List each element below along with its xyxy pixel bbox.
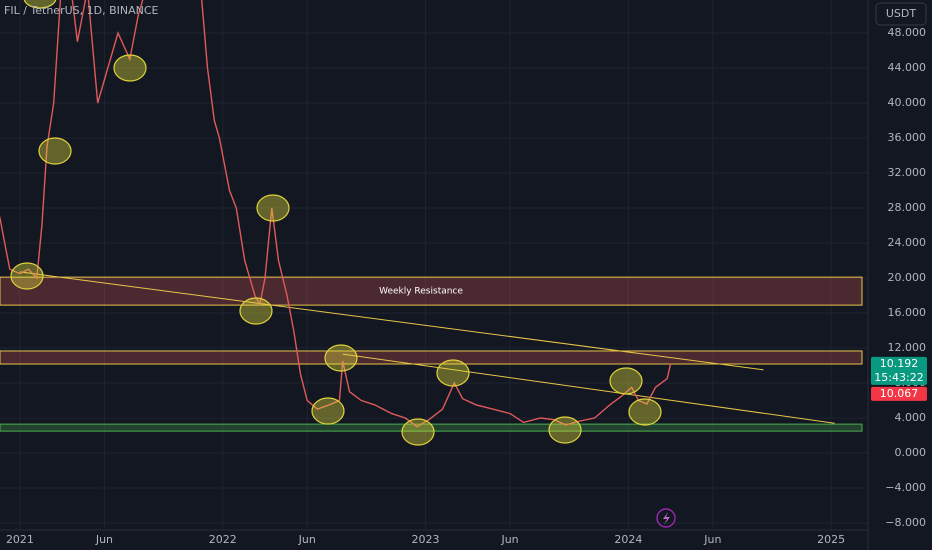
currency-button[interactable]	[875, 2, 927, 26]
y-tick-label: 24.000	[888, 236, 927, 249]
x-tick-label: Jun	[298, 533, 316, 546]
event-icon[interactable]	[656, 508, 676, 528]
x-tick-label: 2023	[412, 533, 440, 546]
annotations	[10, 0, 662, 446]
y-tick-label: 0.000	[895, 446, 927, 459]
marker	[38, 137, 72, 165]
currency[interactable]: USDT	[886, 7, 917, 20]
chart-title: FIL / TetherUS, 1D, BINANCE	[4, 4, 159, 17]
x-tick-label: Jun	[95, 533, 113, 546]
event-icon-bolt	[663, 512, 670, 525]
trendline	[342, 353, 835, 424]
x-tick-label: 2025	[817, 533, 845, 546]
marker	[311, 397, 345, 425]
y-tick-label: 48.000	[888, 26, 927, 39]
marker	[436, 359, 470, 387]
marker	[548, 416, 582, 444]
marker	[324, 344, 358, 372]
marker	[628, 398, 662, 426]
marker	[113, 54, 147, 82]
zones: Weekly Resistance	[0, 271, 863, 432]
price-label-box	[871, 356, 927, 385]
marker	[10, 262, 44, 290]
y-tick-label: 28.000	[888, 201, 927, 214]
x-tick-label: 2022	[209, 533, 237, 546]
marker	[239, 297, 273, 325]
countdown: 15:43:22	[874, 371, 923, 384]
y-tick-label: 12.000	[888, 341, 927, 354]
y-tick-label: 40.000	[888, 96, 927, 109]
y-tick-label: 20.000	[888, 271, 927, 284]
axes: −8.000−4.0000.0004.0008.00012.00016.0002…	[6, 26, 927, 546]
price	[0, 0, 672, 428]
zone	[0, 276, 863, 306]
x-tick-label: 2024	[614, 533, 642, 546]
y-tick-label: 36.000	[888, 131, 927, 144]
zone	[0, 350, 863, 365]
x-tick-label: Jun	[500, 533, 518, 546]
y-tick-label: 32.000	[888, 166, 927, 179]
y-tick-label: −4.000	[885, 481, 926, 494]
price-line	[0, 0, 672, 428]
x-tick-label: Jun	[703, 533, 721, 546]
price-label-box	[871, 386, 927, 401]
grid	[0, 0, 868, 530]
y-tick-label: 44.000	[888, 61, 927, 74]
marker	[256, 194, 290, 222]
y-tick-label: −8.000	[885, 516, 926, 529]
y-tick-label: 16.000	[888, 306, 927, 319]
marker	[609, 367, 643, 395]
marker	[23, 0, 57, 9]
marker	[401, 418, 435, 446]
price-label: 10.192	[880, 357, 919, 370]
x-tick-label: 2021	[6, 533, 34, 546]
zone-label: Weekly Resistance	[379, 287, 463, 297]
price-label: 10.067	[880, 387, 919, 400]
y-tick-label: 4.000	[895, 411, 927, 424]
trendline	[19, 271, 764, 371]
